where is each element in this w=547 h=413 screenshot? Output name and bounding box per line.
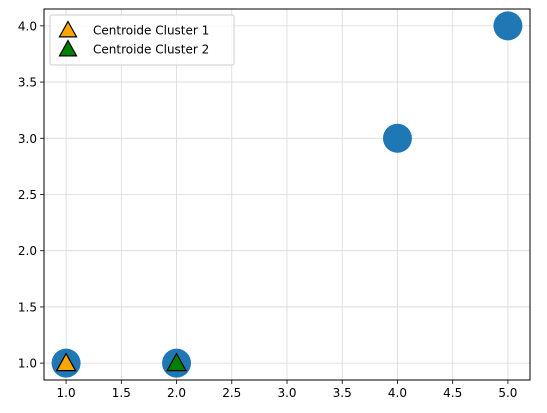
y-tick-label: 1.5	[18, 300, 37, 314]
legend: Centroide Cluster 1 Centroide Cluster 2	[49, 14, 235, 66]
x-tick-label: 2.0	[167, 386, 186, 400]
x-tick-label: 2.5	[222, 386, 241, 400]
x-tick-label: 4.5	[443, 386, 462, 400]
centroid-marker	[55, 352, 77, 372]
data-point	[382, 123, 412, 153]
legend-triangle-icon	[58, 20, 78, 38]
y-tick-label: 3.5	[18, 76, 37, 90]
x-tick-label: 1.5	[112, 386, 131, 400]
axis-ticks: 1.0 1.5 2.0 2.5 3.0 3.5 4.0 4.5 5.0 1.0 1.5 2.0 2.5 3…	[18, 19, 518, 400]
grid	[44, 9, 530, 380]
legend-box	[49, 14, 235, 66]
data-points	[51, 11, 523, 378]
y-tick-label: 2.5	[18, 188, 37, 202]
x-tick-label: 3.5	[333, 386, 352, 400]
legend-triangle-icon	[58, 39, 78, 57]
x-tick-label: 5.0	[498, 386, 517, 400]
legend-label: Centroide Cluster 1	[93, 24, 209, 38]
y-tick-label: 4.0	[18, 19, 37, 33]
legend-label: Centroide Cluster 2	[93, 43, 209, 57]
y-tick-label: 2.0	[18, 244, 37, 258]
data-point	[493, 11, 523, 41]
x-tick-label: 3.0	[277, 386, 296, 400]
x-tick-label: 4.0	[388, 386, 407, 400]
x-tick-label: 1.0	[57, 386, 76, 400]
y-tick-label: 1.0	[18, 357, 37, 371]
y-tick-label: 3.0	[18, 132, 37, 146]
centroid-marker	[166, 352, 188, 372]
